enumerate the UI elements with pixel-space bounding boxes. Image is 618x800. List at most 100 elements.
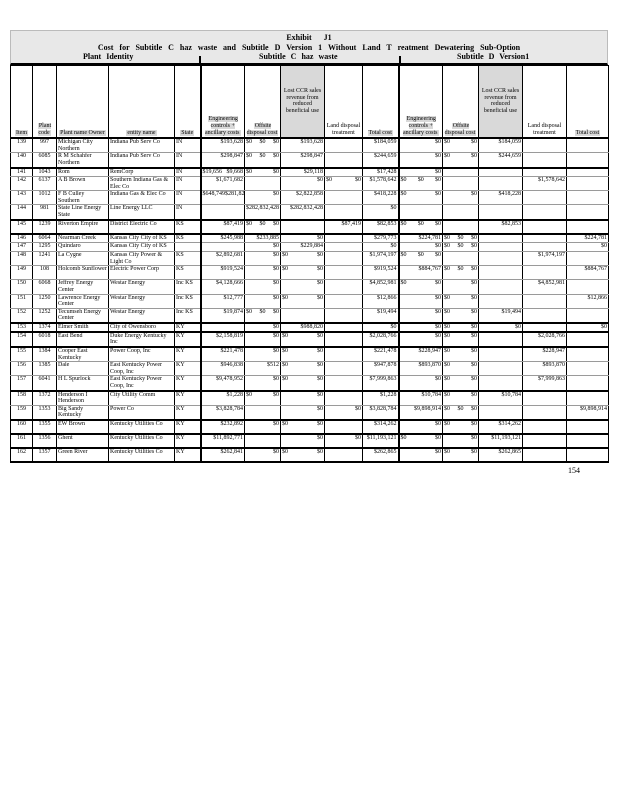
table-cell: KS: [174, 233, 201, 244]
table-cell: $2,028,766: [362, 331, 399, 349]
table-cell: 158: [10, 390, 33, 406]
table-cell: $0 $0: [280, 294, 325, 309]
table-cell: $0: [397, 331, 443, 349]
table-cell: 146: [10, 233, 33, 244]
table-cell: 1250: [32, 294, 57, 309]
table-cell: $228,947: [522, 347, 567, 363]
table-cell: $512: [244, 361, 281, 377]
table-cell: Electric Power Corp: [108, 265, 175, 281]
table-cell: KY: [174, 347, 201, 363]
table-cell: [478, 251, 523, 267]
table-cell: $9,898,914: [397, 405, 443, 421]
table-cell: Henderson I Henderson: [56, 390, 109, 406]
table-cell: State Line Energy State: [56, 204, 109, 221]
table-row: 159 1353 Big Sandy Kentucky Power Co KY $3,82…: [10, 405, 609, 421]
table-cell: $0: [244, 242, 281, 253]
table-cell: [478, 375, 523, 392]
table-cell: $11,193,121: [478, 434, 523, 449]
table-cell: $232,892: [199, 420, 245, 435]
table-cell: $0 $0: [442, 138, 479, 154]
table-cell: $282,832,428: [244, 204, 281, 221]
table-cell: $221,478: [199, 347, 245, 363]
table-cell: [522, 448, 567, 463]
table-cell: $0 $0 $0: [442, 405, 479, 421]
table-cell: $0: [442, 190, 479, 206]
table-cell: City of Owensboro: [108, 322, 175, 333]
table-cell: $0: [478, 322, 523, 333]
table-cell: $229,884: [280, 242, 325, 253]
table-cell: 1385: [32, 361, 57, 377]
table-cell: [280, 219, 325, 235]
table-cell: 6064: [32, 233, 57, 244]
section-label-plant-identity: Plant Identity: [83, 52, 134, 62]
table-cell: [478, 242, 523, 253]
table-cell: [442, 251, 479, 267]
table-cell: $0: [397, 420, 443, 435]
table-cell: Elmer Smith: [56, 322, 109, 333]
table-cell: [566, 279, 609, 295]
table-cell: $884,767: [566, 265, 609, 281]
table-cell: Westar Energy: [108, 308, 175, 324]
table-cell: [324, 375, 363, 392]
table-cell: Kansas City City of KS: [108, 233, 175, 244]
section-label-subtitle-c: Subtitle C haz waste: [259, 52, 338, 62]
table-row: 149 108 Holcomb Sunflower Electric Power Co…: [10, 265, 609, 281]
table-cell: Tecumseh Energy Center: [56, 308, 109, 324]
table-cell: Indiana Pub Serv Co: [108, 152, 175, 169]
table-cell: 157: [10, 375, 33, 392]
table-cell: $298,847: [199, 152, 245, 169]
table-cell: KS: [174, 251, 201, 267]
table-cell: $224,781: [397, 233, 443, 244]
table-cell: [199, 204, 245, 221]
table-cell: $0 $0: [280, 375, 325, 392]
table-cell: East Bend: [56, 331, 109, 349]
table-cell: [566, 331, 609, 349]
col-header-subc-offsite: Offsite disposal cost: [244, 65, 281, 140]
table-cell: $19,874: [199, 308, 245, 324]
table-cell: EW Brown: [56, 420, 109, 435]
table-cell: $0 $0: [280, 251, 325, 267]
table-row: 162 1357 Green River Kentucky Utilities Co K…: [10, 448, 609, 463]
table-cell: $233,885: [244, 233, 281, 244]
table-cell: Kentucky Utilities Co: [108, 420, 175, 435]
table-cell: 108: [32, 265, 57, 281]
table-cell: $0: [397, 167, 443, 178]
table-cell: $2,822,858: [280, 190, 325, 206]
table-cell: Lawrence Energy Center: [56, 294, 109, 309]
table-cell: $0 $0: [280, 448, 325, 463]
table-cell: $0: [280, 233, 325, 244]
table-cell: $298,847: [280, 152, 325, 169]
table-cell: Westar Energy: [108, 294, 175, 309]
table-cell: [566, 375, 609, 392]
table-row: 155 1384 Cooper East Kentucky Power Coop, I…: [10, 347, 609, 363]
table-cell: [522, 390, 567, 406]
table-cell: 143: [10, 190, 33, 206]
table-cell: [199, 322, 245, 333]
table-cell: $12,866: [566, 294, 609, 309]
table-cell: 1295: [32, 242, 57, 253]
table-cell: $0 $0: [280, 331, 325, 349]
table-cell: KY: [174, 361, 201, 377]
table-cell: $947,878: [362, 361, 399, 377]
table-cell: $17,428: [362, 167, 399, 178]
table-row: 161 1356 Ghent Kentucky Utilities Co KY $11,8…: [10, 434, 609, 449]
report-title: Cost for Subtitle C haz waste and Subtit…: [97, 42, 521, 52]
table-cell: [522, 204, 567, 221]
table-cell: $7,999,863: [362, 375, 399, 392]
table-cell: Inc KS: [174, 308, 201, 324]
table-cell: Quindaro: [56, 242, 109, 253]
table-row: 158 1372 Henderson I Henderson City Utility…: [10, 390, 609, 406]
table-cell: $893,870: [397, 361, 443, 377]
table-cell: $0: [397, 375, 443, 392]
table-cell: 159: [10, 405, 33, 421]
table-cell: [478, 176, 523, 192]
table-cell: $224,781: [566, 233, 609, 244]
table-cell: $0: [244, 322, 281, 333]
table-cell: [566, 190, 609, 206]
table-cell: East Kentucky Power Coop, Inc: [108, 375, 175, 392]
table-cell: [566, 152, 609, 169]
table-cell: 6068: [32, 279, 57, 295]
table-cell: $919,524: [199, 265, 245, 281]
table-cell: $0 $0 $0: [397, 251, 443, 267]
table-cell: KY: [174, 375, 201, 392]
